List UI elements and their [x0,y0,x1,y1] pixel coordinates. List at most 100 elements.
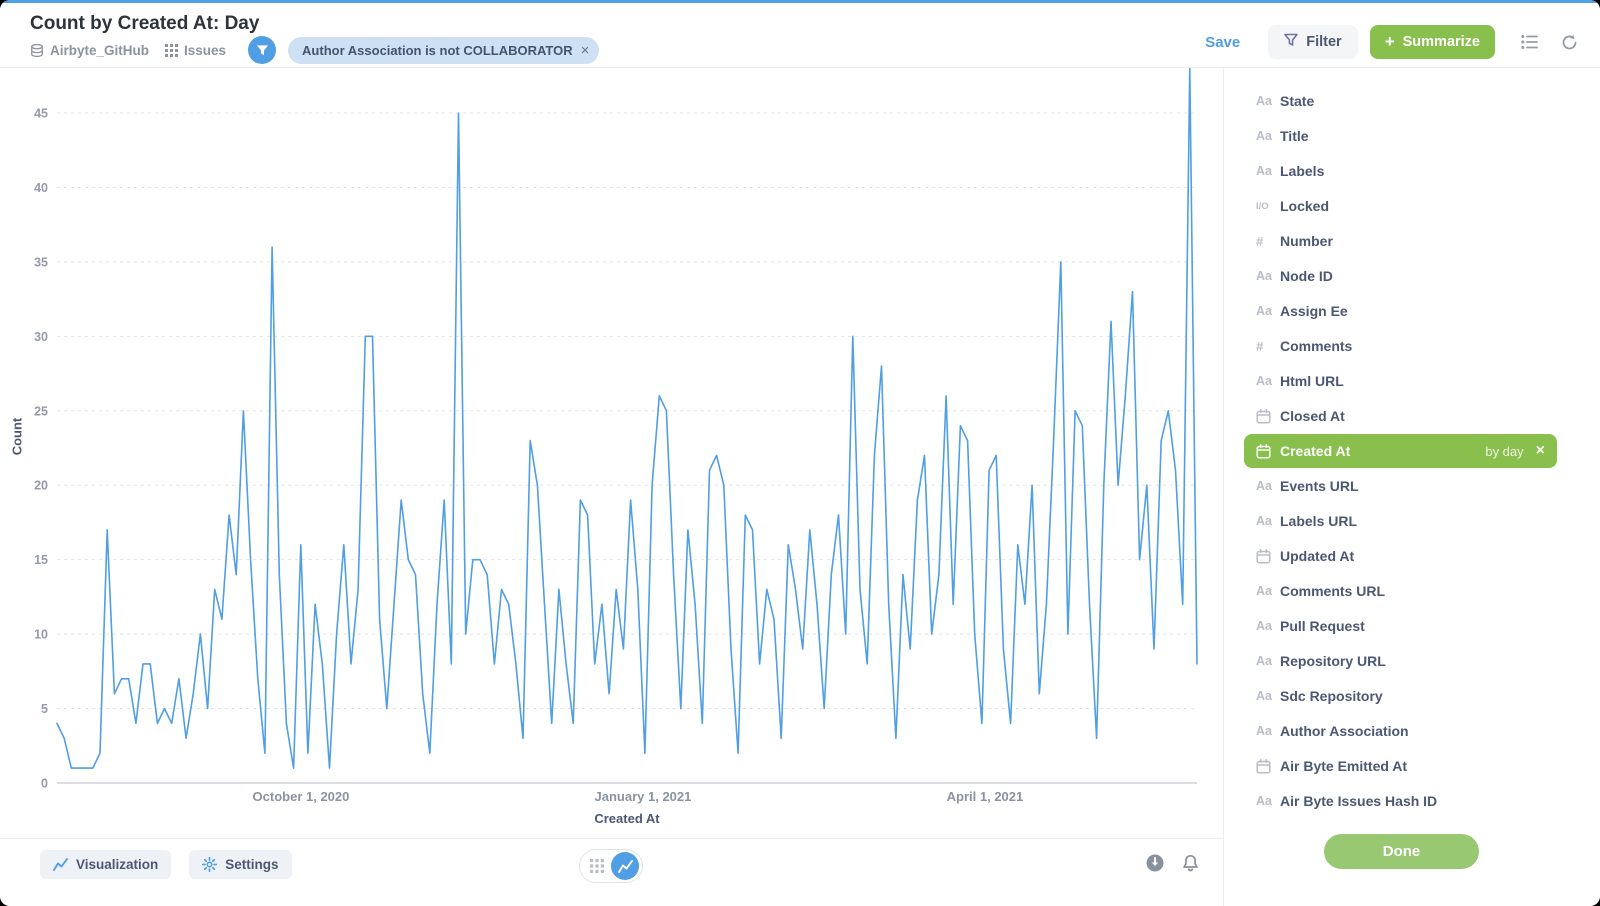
field-row-sdc-repository[interactable]: Aa Sdc Repository [1244,679,1557,713]
svg-text:January 1, 2021: January 1, 2021 [595,789,692,804]
field-row-events-url[interactable]: Aa Events URL [1244,469,1557,503]
svg-text:October 1, 2020: October 1, 2020 [253,789,350,804]
svg-text:35: 35 [34,255,48,269]
footer-bar: Visualization Settings [0,838,1223,906]
field-label: Html URL [1280,373,1344,389]
field-row-assign-ee[interactable]: Aa Assign Ee [1244,294,1557,328]
field-label: Author Association [1280,723,1409,739]
text-type-icon: Aa [1256,724,1272,738]
download-icon[interactable] [1145,853,1165,873]
field-label: Sdc Repository [1280,688,1383,704]
field-label: Labels [1280,163,1325,179]
text-type-icon: Aa [1256,689,1272,703]
number-type-icon: # [1256,233,1264,249]
remove-filter-icon[interactable]: × [580,41,590,59]
svg-text:25: 25 [34,404,48,418]
field-label: Air Byte Issues Hash ID [1280,793,1438,809]
boolean-type-icon: I/O [1256,200,1269,212]
filter-button[interactable]: Filter [1268,25,1358,59]
field-label: Repository URL [1280,653,1386,669]
calendar-icon [1256,408,1280,424]
text-type-icon: Aa [1256,374,1272,388]
field-row-air-byte-emitted-at[interactable]: Air Byte Emitted At [1244,749,1557,783]
svg-text:10: 10 [34,628,48,642]
field-row-created-at[interactable]: Created At by day × [1244,434,1557,468]
svg-text:20: 20 [34,479,48,493]
svg-text:15: 15 [34,553,48,567]
summarize-button[interactable]: + Summarize [1369,25,1495,59]
field-label: Number [1280,233,1333,249]
table-grid-icon [165,43,179,57]
summarize-sidebar: Aa State Aa Title Aa Labels I/O Locked # Number Aa… [1223,68,1600,906]
text-type-icon: Aa [1256,164,1272,178]
field-row-number[interactable]: # Number [1244,224,1557,258]
gear-icon [202,857,218,872]
number-type-icon: # [1256,338,1264,354]
notebook-icon[interactable] [1521,34,1539,50]
binning-badge[interactable]: by day [1485,443,1524,459]
field-row-air-byte-issues-hash-id[interactable]: Aa Air Byte Issues Hash ID [1244,784,1557,818]
bell-icon[interactable] [1182,854,1199,872]
header-actions: Save Filter + Summarize [1205,25,1578,59]
field-row-closed-at[interactable]: Closed At [1244,399,1557,433]
field-row-labels-url[interactable]: Aa Labels URL [1244,504,1557,538]
calendar-icon [1256,758,1280,774]
done-button[interactable]: Done [1324,834,1479,869]
field-row-labels[interactable]: Aa Labels [1244,154,1557,188]
field-row-locked[interactable]: I/O Locked [1244,189,1557,223]
footer-right [1145,853,1199,873]
visualization-button[interactable]: Visualization [40,850,172,879]
filter-chip[interactable]: Author Association is not COLLABORATOR × [288,36,600,64]
filter-toggle-icon[interactable] [248,36,277,64]
refresh-icon[interactable] [1561,34,1578,51]
save-button[interactable]: Save [1205,33,1241,51]
svg-text:5: 5 [41,702,48,716]
field-label: Comments URL [1280,583,1386,599]
field-row-state[interactable]: Aa State [1244,84,1557,118]
y-axis-title: Count [9,417,25,456]
svg-text:0: 0 [41,777,48,791]
text-type-icon: Aa [1256,514,1272,528]
field-row-title[interactable]: Aa Title [1244,119,1557,153]
breadcrumb-database[interactable]: Airbyte_GitHub [30,43,149,58]
settings-button[interactable]: Settings [189,850,292,879]
svg-text:45: 45 [34,107,48,121]
field-label: Node ID [1280,268,1333,284]
field-label: Updated At [1280,548,1355,564]
field-row-comments-url[interactable]: Aa Comments URL [1244,574,1557,608]
text-type-icon: Aa [1256,94,1272,108]
calendar-icon [1256,443,1280,459]
chart-view-icon[interactable] [611,852,639,880]
field-row-author-association[interactable]: Aa Author Association [1244,714,1557,748]
field-row-html-url[interactable]: Aa Html URL [1244,364,1557,398]
header: Count by Created At: Day Airbyte_GitHub … [0,3,1600,68]
remove-field-icon[interactable]: × [1535,442,1545,459]
table-name: Issues [184,42,227,58]
top-accent-bar [0,0,1600,3]
svg-text:30: 30 [34,330,48,344]
line-chart[interactable]: 0 5 10 15 20 25 30 35 40 45 October 1, 2020 January… [0,68,1223,838]
table-view-icon[interactable] [583,852,611,880]
field-row-repository-url[interactable]: Aa Repository URL [1244,644,1557,678]
text-type-icon: Aa [1256,794,1272,808]
filter-chip-label: Author Association is not COLLABORATOR [302,42,573,58]
funnel-icon [1284,33,1299,51]
x-axis-title: Created At [594,811,660,826]
svg-text:April 1, 2021: April 1, 2021 [947,789,1024,804]
breadcrumb: Airbyte_GitHub Issues Author Association… [30,36,600,64]
field-row-node-id[interactable]: Aa Node ID [1244,259,1557,293]
text-type-icon: Aa [1256,619,1272,633]
page-title[interactable]: Count by Created At: Day [30,13,260,34]
calendar-icon [1256,548,1280,564]
field-label: Air Byte Emitted At [1280,758,1408,774]
field-row-pull-request[interactable]: Aa Pull Request [1244,609,1557,643]
field-label: Labels URL [1280,513,1358,529]
field-label: Closed At [1280,408,1345,424]
field-row-updated-at[interactable]: Updated At [1244,539,1557,573]
visualization-type-toggle [579,849,643,883]
database-name: Airbyte_GitHub [50,42,150,58]
field-row-comments[interactable]: # Comments [1244,329,1557,363]
plus-icon: + [1384,32,1395,51]
breadcrumb-table[interactable]: Issues [165,43,226,58]
